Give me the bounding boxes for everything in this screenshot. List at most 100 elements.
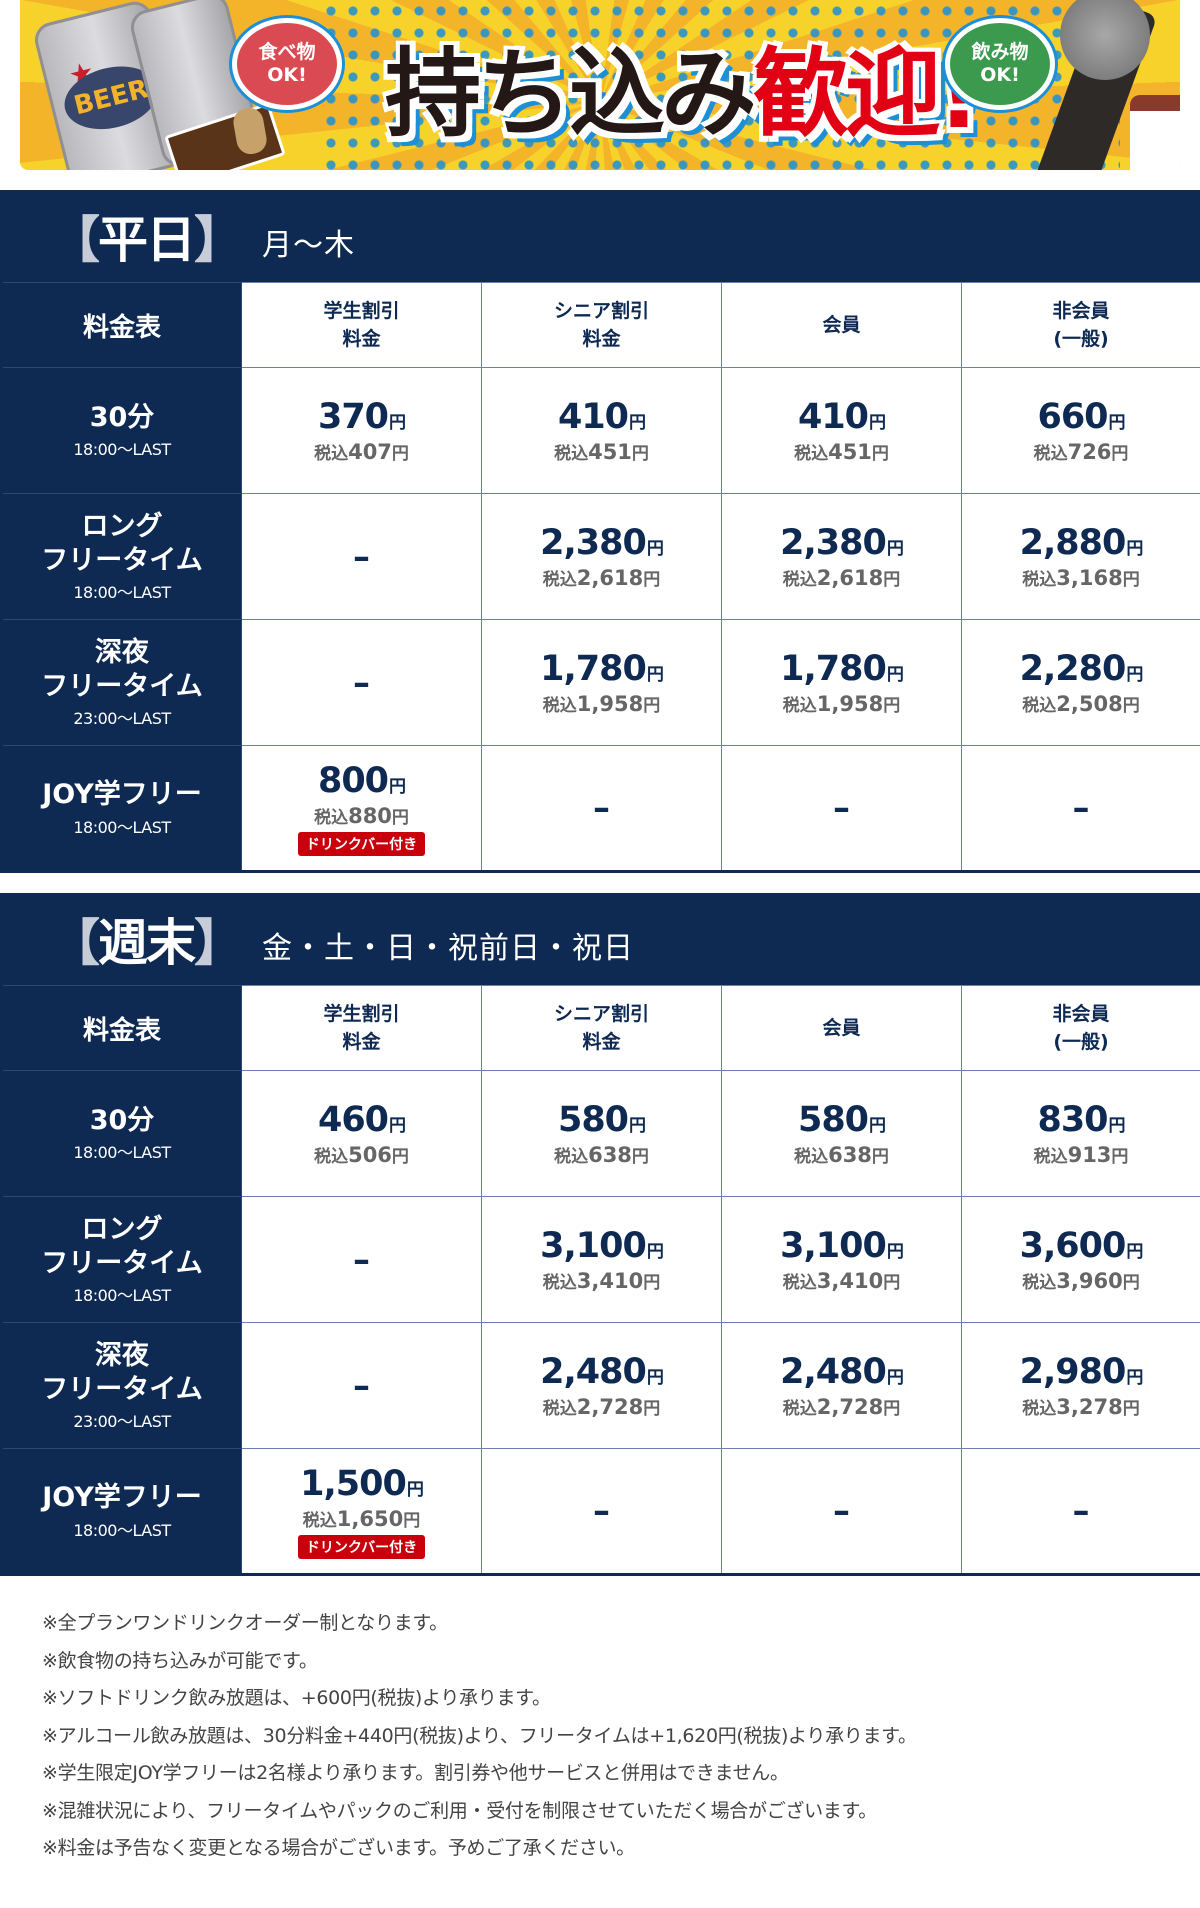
column-header: 非会員 (一般) [961,985,1200,1071]
bubble-ok-text: OK! [980,64,1020,86]
table-corner-label: 料金表 [1,282,242,368]
tax-price-value: 2,508 [1056,692,1123,716]
price-excl-tax: 2,480円 [722,1352,961,1392]
table-row: ロング フリータイム 18:00〜LAST –3,100円 税込3,410円 3,100円… [1,1196,1200,1323]
tax-included-label: 税込 [542,696,577,716]
price-cell: – [481,745,722,872]
price-cell: – [961,745,1200,872]
price-cell: 460円 税込506円 [241,1070,482,1197]
price-excl-tax: 2,480円 [482,1352,721,1392]
tax-price-value: 3,410 [576,1269,644,1293]
column-header-text: シニア割引 [553,299,649,322]
headline-black-text: 持ち込み [384,37,758,151]
column-header-text: 会員 [822,1016,861,1039]
price-excl-tax: 1,780円 [722,649,961,689]
price-cell: 2,480円 税込2,728円 [481,1322,722,1449]
yen-unit: 円 [1126,665,1143,685]
not-available-dash: – [1072,788,1090,828]
banner-headline: 持ち込み 歓迎! [384,10,982,160]
price-excl-tax: 580円 [482,1100,721,1140]
table-row: JOY学フリー 18:00〜LAST 800円 税込880円 ドリンクバー付き – – – [1,745,1200,872]
price-incl-tax: 税込3,278円 [962,1394,1200,1419]
yen-unit: 円 [406,1479,424,1500]
column-header: 会員 [721,985,962,1071]
tax-price-value: 913 [1067,1143,1112,1167]
tax-price-value: 3,168 [1056,566,1123,590]
section-header: 【平日】 月〜木 [0,190,1200,282]
tax-price-value: 407 [348,440,392,464]
plan-name-text: フリータイム [41,670,203,702]
price-cell: 580円 税込638円 [481,1070,722,1197]
price-value: 2,880 [1019,523,1127,563]
table-row: 30分 18:00〜LAST 460円 税込506円 580円 税込638円 580円 税込6… [1,1070,1200,1197]
price-value: 1,780 [540,649,647,689]
section-title-text: 平日 [98,211,196,269]
price-cell: 800円 税込880円 ドリンクバー付き [241,745,482,872]
price-incl-tax: 税込3,960円 [962,1268,1200,1293]
note-item: ※ソフトドリンク飲み放題は、+600円(税抜)より承ります。 [42,1687,551,1709]
not-available-dash: – [593,1491,610,1531]
price-excl-tax: 410円 [482,397,721,437]
price-value: 2,980 [1019,1352,1127,1392]
price-value: 3,100 [780,1226,887,1266]
not-available-dash: – [353,1365,370,1406]
section-title: 【平日】 [50,200,262,272]
tax-price-value: 3,278 [1056,1395,1123,1419]
price-cell: – [241,1322,482,1449]
price-cell: 2,480円 税込2,728円 [721,1322,962,1449]
plan-time: 18:00〜LAST [73,440,171,460]
yen-unit: 円 [391,444,409,464]
yen-unit: 円 [869,413,886,433]
price-excl-tax: 2,980円 [962,1352,1200,1392]
tax-included-label: 税込 [314,444,349,464]
yen-unit: 円 [643,1273,661,1293]
tax-included-label: 税込 [302,1510,337,1531]
note-item: ※全プランワンドリンクオーダー制となります。 [42,1612,448,1634]
price-value: 2,480 [540,1352,647,1392]
yen-unit: 円 [629,1116,646,1136]
price-cell: 580円 税込638円 [721,1070,962,1197]
headline-red-text: 歓迎! [752,37,982,151]
tax-included-label: 税込 [542,1273,577,1293]
yen-unit: 円 [1126,1368,1143,1388]
price-cell: 2,280円 税込2,508円 [961,619,1200,746]
tax-price-value: 2,728 [576,1395,644,1419]
not-available-dash: – [353,536,370,577]
price-cell: 2,380円 税込2,618円 [481,493,722,620]
price-excl-tax: 2,880円 [962,523,1200,563]
price-value: 1,500 [300,1463,407,1504]
price-value: 800 [317,760,389,801]
price-cell: 1,780円 税込1,958円 [481,619,722,746]
table-row: 深夜 フリータイム 23:00〜LAST –2,480円 税込2,728円 2,480円税… [1,1322,1200,1449]
not-available-dash: – [593,788,610,828]
plan-name-text: フリータイム [41,1247,203,1279]
yen-unit: 円 [871,1147,889,1167]
column-header: 学生割引 料金 [241,282,482,368]
price-excl-tax: 3,100円 [482,1226,721,1266]
price-value: 1,780 [780,649,887,689]
price-incl-tax: 税込2,508円 [962,691,1200,716]
price-excl-tax: 3,100円 [722,1226,961,1266]
plan-name-text: 30分 [89,1104,155,1136]
column-header-text: 学生割引 [323,299,400,322]
price-incl-tax: 税込2,728円 [722,1394,961,1419]
price-incl-tax: 税込1,958円 [722,691,961,716]
yen-unit: 円 [646,1368,664,1388]
price-cell: 370円 税込407円 [241,367,482,494]
yen-unit: 円 [389,413,406,433]
tax-included-label: 税込 [554,1147,589,1167]
food-ok-bubble: 食べ物 OK! [232,18,342,110]
price-cell: 660円 税込726円 [961,367,1200,494]
price-value: 2,380 [540,523,647,563]
price-cell: 3,100円 税込3,410円 [721,1196,962,1323]
drink-bar-badge: ドリンクバー付き [297,831,426,856]
yen-unit: 円 [646,539,664,559]
yen-unit: 円 [1126,539,1143,559]
drink-bar-badge: ドリンクバー付き [297,1534,426,1559]
plan-time: 23:00〜LAST [73,709,171,729]
column-header: 非会員 (一般) [961,282,1200,368]
tax-included-label: 税込 [794,444,829,464]
yen-unit: 円 [643,696,661,716]
tax-price-value: 451 [828,440,872,464]
plan-name-text: ロング [81,510,163,542]
